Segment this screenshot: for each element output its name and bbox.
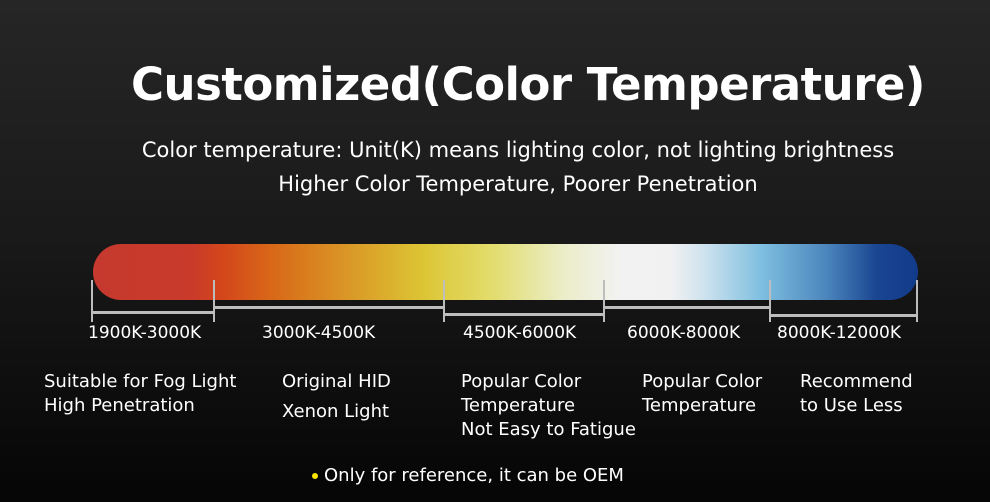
- range-tick: [91, 280, 93, 322]
- desc-line: to Use Less: [800, 395, 903, 416]
- desc-line: Recommend: [800, 371, 913, 392]
- range-tick: [603, 280, 605, 322]
- desc-line: Popular Color: [642, 371, 763, 392]
- desc-line: Xenon Light: [282, 401, 390, 422]
- range-label: 3000K-4500K: [262, 323, 376, 343]
- range-description: Recommend to Use Less: [800, 370, 913, 418]
- range-label: 8000K-12000K: [777, 323, 901, 343]
- desc-line: Suitable for Fog Light: [44, 371, 237, 392]
- desc-line: Popular Color: [461, 371, 582, 392]
- desc-line: Original HID: [282, 371, 391, 392]
- page-title: Customized(Color Temperature): [131, 58, 925, 111]
- range-label: 6000K-8000K: [627, 323, 741, 343]
- desc-line: Temperature: [461, 395, 576, 416]
- subtitle-line: Higher Color Temperature, Poorer Penetra…: [278, 172, 758, 196]
- range-bracket: [604, 306, 770, 309]
- note-text: Only for reference, it can be OEM: [324, 465, 624, 486]
- bullet-dot-icon: [312, 473, 318, 479]
- color-temperature-gradient-bar: [93, 244, 918, 300]
- range-description: Popular Color Temperature: [642, 370, 762, 418]
- range-description: Popular Color Temperature Not Easy to Fa…: [461, 370, 636, 442]
- range-tick: [213, 280, 215, 322]
- subtitle-line: Color temperature: Unit(K) means lightin…: [141, 138, 895, 162]
- range-tick: [916, 280, 918, 322]
- range-bracket: [770, 314, 917, 317]
- reference-note: Only for reference, it can be OEM: [312, 465, 624, 486]
- range-label: 1900K-3000K: [88, 323, 202, 343]
- desc-line: Not Easy to Fatigue: [461, 419, 636, 440]
- range-bracket: [444, 313, 604, 316]
- range-bracket: [92, 311, 214, 314]
- desc-line: Temperature: [642, 395, 757, 416]
- range-description: Suitable for Fog Light High Penetration: [44, 370, 236, 418]
- range-label: 4500K-6000K: [463, 323, 577, 343]
- range-tick: [769, 280, 771, 322]
- range-tick: [443, 280, 445, 322]
- range-description: Original HID Xenon Light: [282, 367, 391, 427]
- range-bracket: [214, 306, 444, 309]
- desc-line: High Penetration: [44, 395, 195, 416]
